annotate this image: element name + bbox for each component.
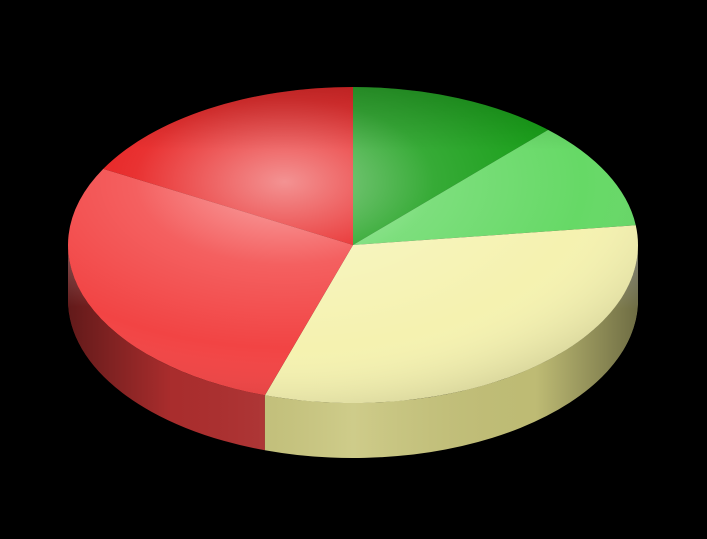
pie-chart-3d: [0, 0, 707, 539]
pie-top-rim-shade: [68, 87, 638, 403]
